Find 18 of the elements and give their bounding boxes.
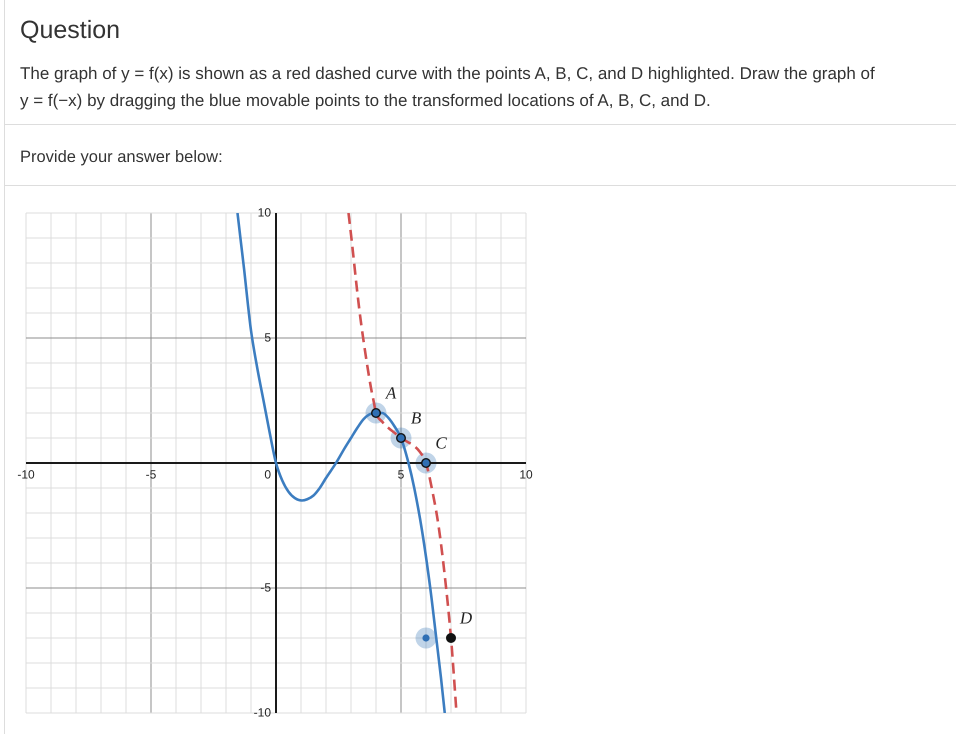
point [416, 628, 436, 648]
chart-title: Question [20, 15, 120, 46]
x-tick-label: 10 [519, 467, 533, 482]
x-tick-label: -10 [17, 467, 35, 482]
y-tick-label: -10 [254, 705, 272, 720]
x-tick-label: 0 [264, 467, 272, 482]
y-tick-label: 10 [258, 205, 272, 220]
annotation: A [384, 383, 397, 402]
x-tick-label: -5 [146, 467, 157, 482]
x-tick-label: 5 [398, 467, 405, 482]
y-tick-label: -5 [260, 580, 272, 594]
point [446, 633, 456, 643]
annotation: B [410, 408, 422, 428]
annotation: D [458, 608, 473, 628]
text: Provide your answer below: [20, 147, 223, 168]
y-tick-label: 5 [264, 330, 272, 344]
annotation: C [435, 433, 448, 452]
chart-subtitle: The graph of y = f(x) is shown as a red dashed curve with the points A, B, C, and D highlighted. Draw the graph of y = f(−x) by dragging the blue movable points to the transformed locations of A, B, C, and D. [20, 63, 876, 112]
